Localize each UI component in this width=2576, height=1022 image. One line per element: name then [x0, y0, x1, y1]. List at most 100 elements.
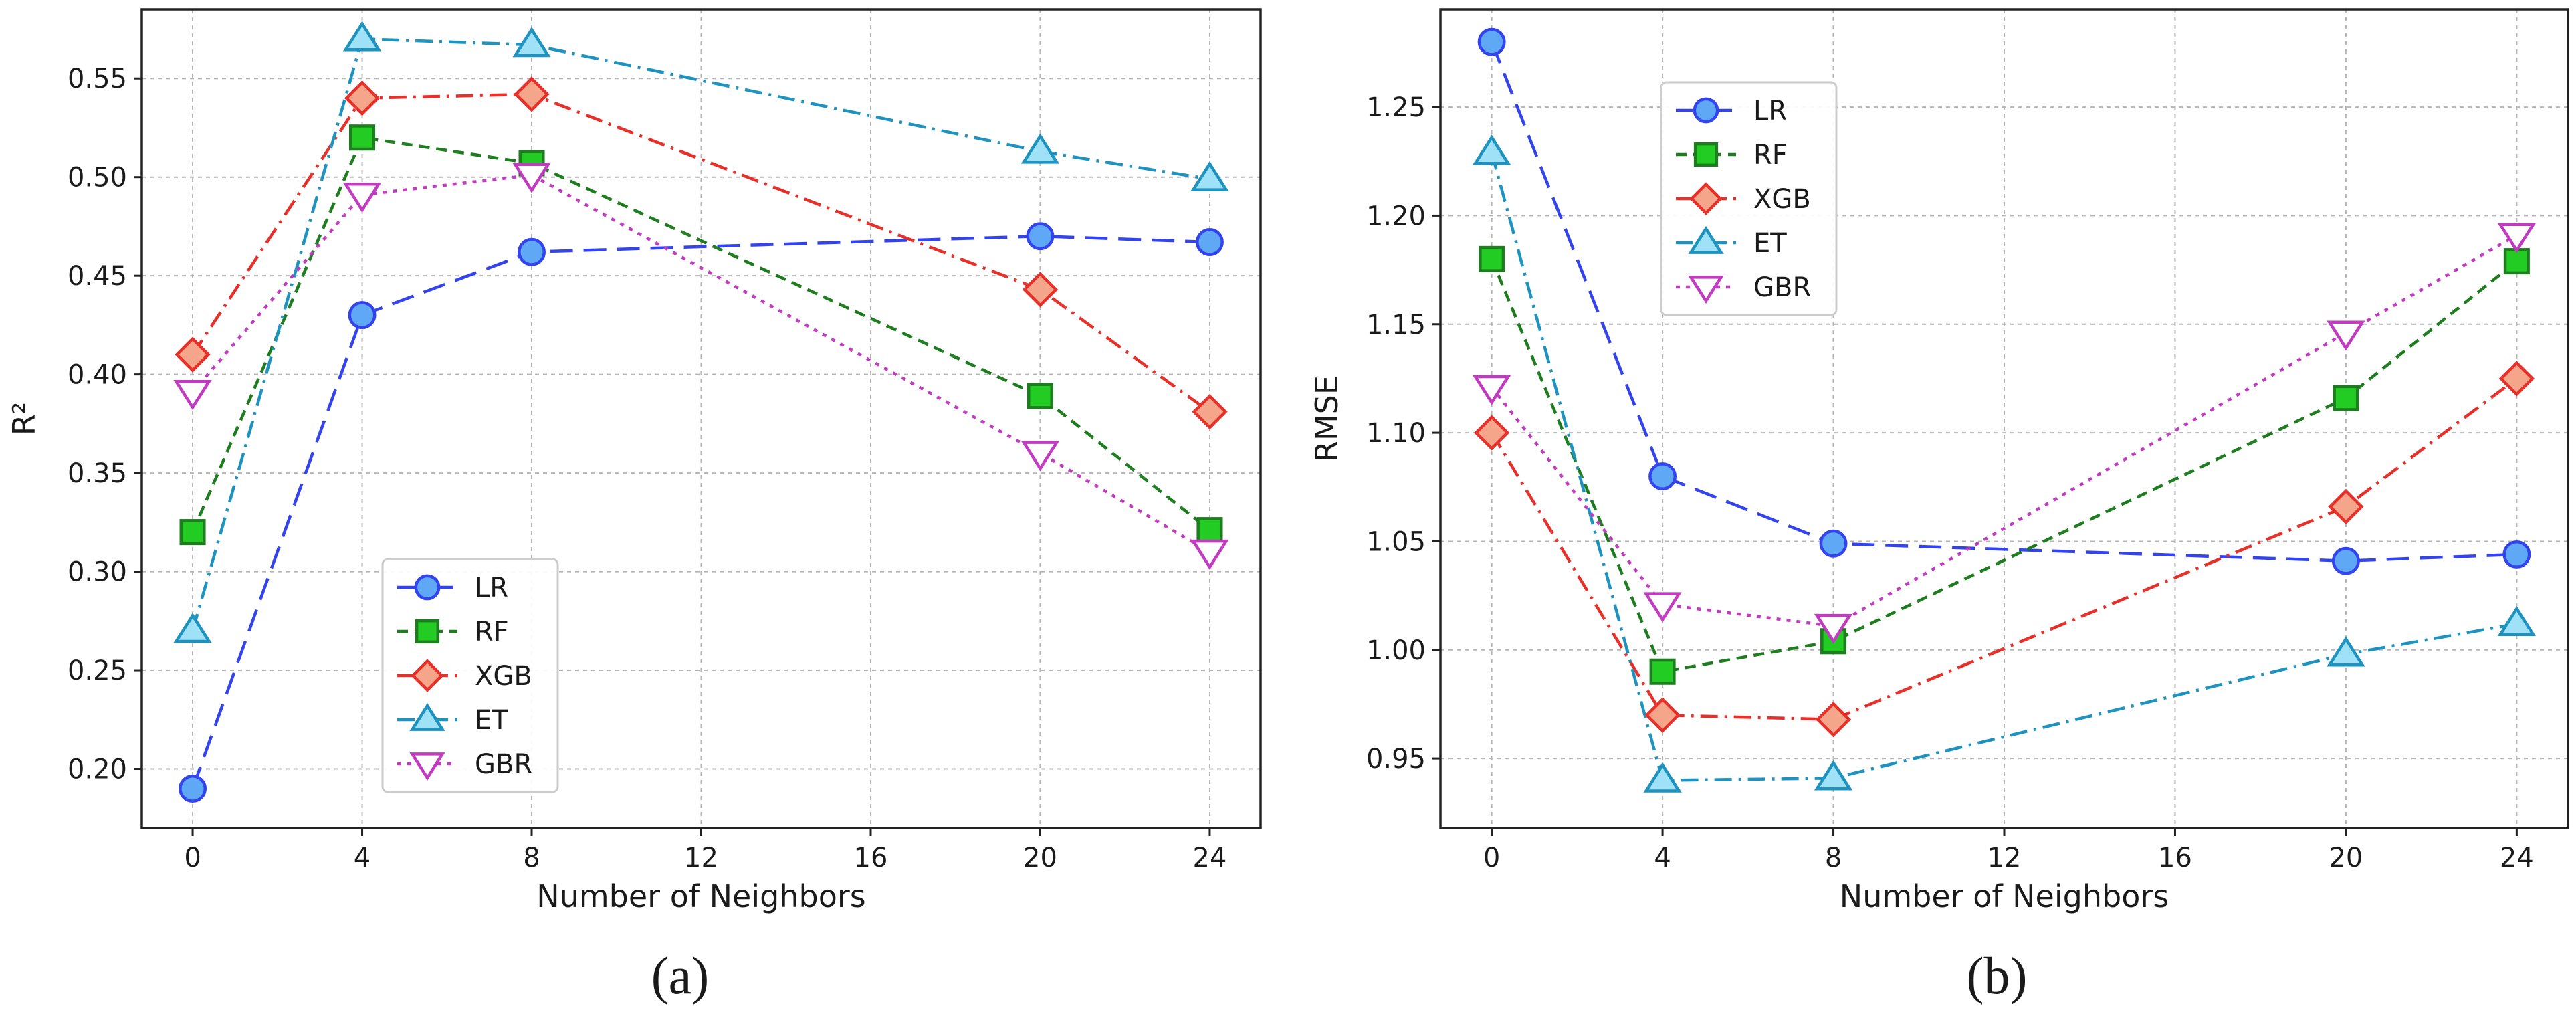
y-tick-label: 0.50 [68, 163, 127, 193]
legend-marker-rf [415, 619, 440, 644]
data-point-lr [1819, 529, 1848, 558]
legend-label-xgb: XGB [475, 661, 532, 692]
legend-label-et: ET [475, 705, 508, 736]
data-point-rf [179, 519, 206, 546]
legend-marker-lr [1693, 97, 1719, 124]
x-tick-label: 0 [184, 843, 201, 874]
data-point-lr [1477, 27, 1506, 56]
data-point-et [1021, 133, 1060, 164]
panel-a-r2-chart: 0 4 8 12 16 20 24 0.20 0.25 0.30 0.35 0.40 0.45 0.50 0… [6, 8, 1262, 1005]
data-point-lr [2502, 540, 2531, 569]
data-point-lr [518, 237, 546, 266]
data-point-rf [349, 124, 376, 151]
x-tick-label: 24 [1193, 843, 1227, 874]
legend-label-rf: RF [475, 617, 509, 647]
data-point-xgb [514, 76, 550, 112]
legend-label-xgb: XGB [1753, 184, 1811, 215]
legend-box [381, 558, 559, 793]
y-tick-label: 1.15 [1366, 310, 1426, 340]
panel-b-legend: LR RF XGB ET GBR [1660, 81, 1838, 316]
data-point-rf [1027, 383, 1053, 409]
panel-b-caption: (b) [1967, 946, 2028, 1005]
y-tick-label: 0.35 [68, 458, 127, 489]
x-axis-label: Number of Neighbors [1840, 878, 2169, 914]
y-tick-label: 1.20 [1366, 201, 1426, 231]
data-point-xgb [1192, 393, 1228, 430]
legend-label-et: ET [1753, 228, 1787, 259]
data-point-gbr [173, 379, 212, 411]
data-point-et [2497, 605, 2537, 637]
y-tick-label: 0.25 [68, 655, 127, 686]
data-point-rf [1479, 245, 1505, 272]
data-point-lr [179, 775, 207, 803]
x-axis-label: Number of Neighbors [536, 878, 865, 914]
data-point-gbr [1472, 375, 1511, 405]
data-point-et [2327, 636, 2365, 667]
data-point-lr [2331, 546, 2360, 575]
data-point-xgb [1815, 701, 1852, 738]
legend-marker-xgb [1689, 182, 1723, 215]
legend-marker-rf [1693, 142, 1719, 167]
x-tick-label: 12 [684, 843, 718, 874]
x-tick-label: 12 [1988, 843, 2022, 874]
x-tick-label: 4 [1654, 843, 1671, 874]
data-point-gbr [2327, 320, 2365, 351]
data-point-gbr [1021, 441, 1060, 472]
y-tick-label: 0.95 [1366, 744, 1426, 775]
y-axis-label: RMSE [1309, 375, 1345, 462]
y-axis-label: R² [6, 402, 42, 435]
legend-label-gbr: GBR [475, 749, 532, 780]
legend-box [1660, 81, 1838, 316]
legend-marker-xgb [411, 659, 444, 692]
x-tick-label: 16 [854, 843, 888, 874]
x-tick-label: 24 [2500, 843, 2534, 874]
x-tick-label: 16 [2158, 843, 2192, 874]
y-tick-label: 0.45 [68, 261, 127, 292]
y-tick-label: 0.55 [68, 64, 127, 94]
legend-label-lr: LR [1753, 96, 1787, 126]
y-tick-label: 1.10 [1366, 418, 1426, 449]
x-tick-label: 8 [1825, 843, 1842, 874]
y-tick-label: 0.20 [68, 754, 127, 785]
data-point-xgb [1022, 272, 1059, 308]
x-tick-label: 20 [1023, 843, 1057, 874]
data-point-gbr [1814, 613, 1853, 645]
data-point-gbr [512, 163, 551, 193]
data-point-xgb [2498, 361, 2535, 397]
legend-marker-gbr [409, 752, 445, 781]
data-point-et [1643, 762, 1682, 793]
data-point-et [512, 27, 551, 58]
data-point-rf [2333, 385, 2359, 411]
panel-a-legend: LR RF XGB ET GBR [381, 558, 559, 793]
legend-label-lr: LR [475, 573, 508, 603]
legend-marker-et [1688, 225, 1724, 254]
data-point-et [1814, 760, 1853, 791]
series-line-gbr [191, 173, 1211, 554]
data-point-xgb [175, 336, 211, 373]
y-tick-label: 1.05 [1366, 526, 1426, 557]
data-point-xgb [2328, 488, 2364, 525]
panel-b-grid [1440, 9, 2568, 828]
data-point-xgb [1473, 415, 1510, 451]
data-point-rf [1196, 517, 1223, 544]
data-point-gbr [1643, 592, 1682, 623]
data-point-lr [1195, 228, 1224, 256]
series-line-lr [191, 234, 1210, 789]
data-point-gbr [2497, 223, 2537, 253]
legend-label-gbr: GBR [1753, 272, 1811, 303]
data-point-rf [2503, 248, 2530, 275]
legend-label-rf: RF [1753, 140, 1788, 171]
y-tick-label: 0.30 [68, 557, 127, 588]
data-point-gbr [1190, 539, 1229, 571]
data-point-et [173, 613, 212, 643]
data-point-lr [1648, 462, 1677, 491]
series-line-et [1490, 152, 2517, 782]
series-line-rf [1490, 258, 2518, 674]
data-point-lr [1026, 222, 1055, 251]
y-tick-label: 0.40 [68, 360, 127, 391]
legend-marker-gbr [1688, 276, 1724, 304]
data-point-gbr [342, 183, 382, 213]
panel-b-rmse-chart: 0 4 8 12 16 20 24 0.95 1.00 1.05 1.10 1.15 1.20 1.25 N… [1309, 8, 2569, 1005]
data-point-lr [348, 301, 377, 330]
